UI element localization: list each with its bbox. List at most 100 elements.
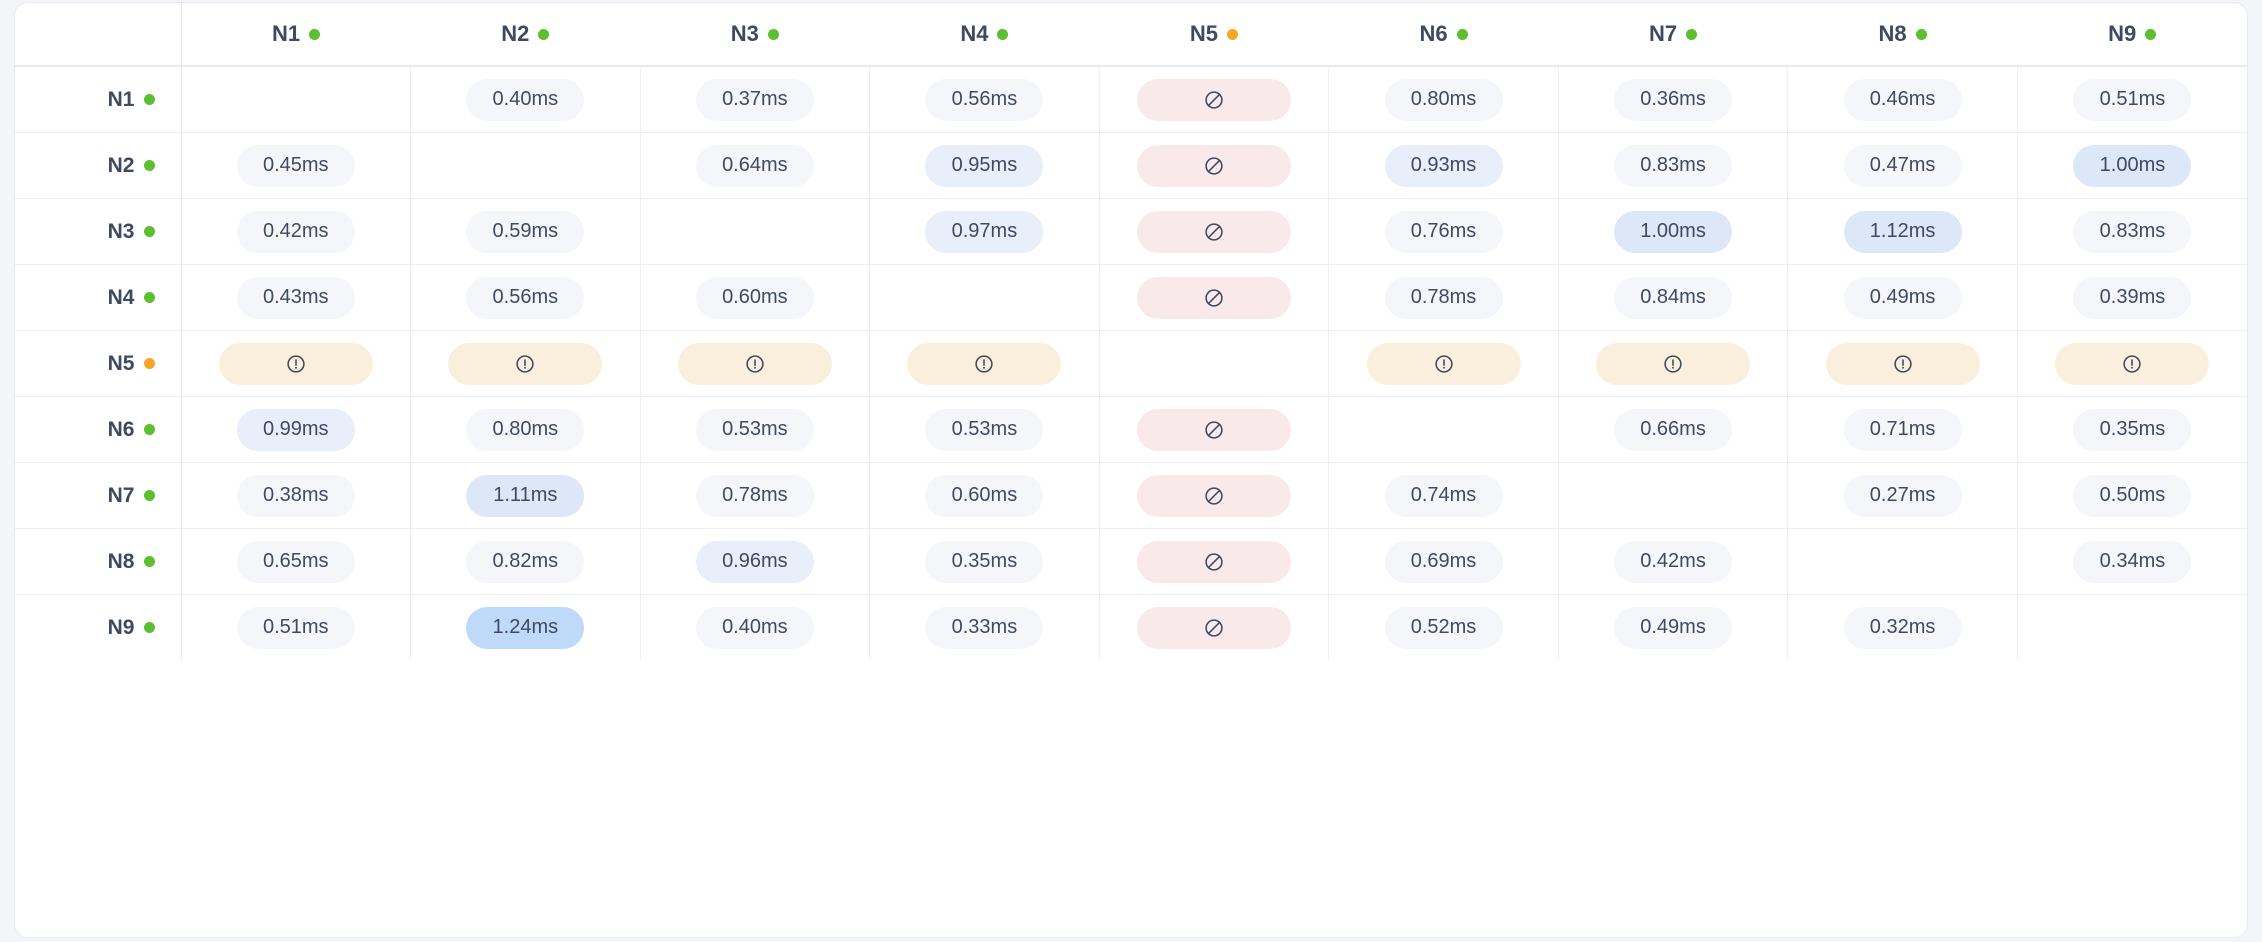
matrix-cell-n3-n9[interactable]: 0.83ms [2017, 198, 2247, 265]
matrix-cell-n9-n1[interactable]: 0.51ms [181, 594, 412, 660]
column-header-n8[interactable]: N8 [1787, 3, 2018, 67]
column-header-n9[interactable]: N9 [2017, 3, 2247, 67]
matrix-cell-n7-n4[interactable]: 0.60ms [869, 462, 1100, 529]
matrix-cell-n2-n5[interactable] [1099, 132, 1330, 199]
matrix-cell-n3-n7[interactable]: 1.00ms [1558, 198, 1789, 265]
matrix-cell-n8-n7[interactable]: 0.42ms [1558, 528, 1789, 595]
row-header-n4[interactable]: N4 [15, 264, 182, 331]
matrix-row: N1 0.40ms 0.37ms 0.56ms 0.80ms 0.36ms 0.46ms 0.… [15, 66, 2247, 133]
matrix-cell-n8-n3[interactable]: 0.96ms [640, 528, 871, 595]
matrix-cell-n7-n2[interactable]: 1.11ms [410, 462, 641, 529]
matrix-row: N2 0.45ms 0.64ms 0.95ms 0.93ms 0.83ms 0.47ms 1.… [15, 132, 2247, 199]
matrix-cell-n7-n6[interactable]: 0.74ms [1328, 462, 1559, 529]
matrix-cell-n9-n2[interactable]: 1.24ms [410, 594, 641, 660]
matrix-cell-n4-n6[interactable]: 0.78ms [1328, 264, 1559, 331]
matrix-cell-n8-n6[interactable]: 0.69ms [1328, 528, 1559, 595]
matrix-cell-n6-n4[interactable]: 0.53ms [869, 396, 1100, 463]
matrix-cell-n3-n5[interactable] [1099, 198, 1330, 265]
alert-circle-icon [514, 353, 536, 375]
matrix-cell-n7-n3[interactable]: 0.78ms [640, 462, 871, 529]
matrix-cell-n3-n1[interactable]: 0.42ms [181, 198, 412, 265]
blocked-status-pill [1136, 540, 1291, 583]
column-header-n7[interactable]: N7 [1558, 3, 1788, 67]
matrix-cell-n5-n1[interactable] [181, 330, 412, 397]
matrix-cell-n7-n1[interactable]: 0.38ms [181, 462, 412, 529]
matrix-cell-n1-n3[interactable]: 0.37ms [640, 66, 871, 133]
column-header-n5[interactable]: N5 [1099, 3, 1329, 67]
matrix-cell-n7-n9[interactable]: 0.50ms [2017, 462, 2247, 529]
no-entry-icon [1203, 89, 1225, 111]
matrix-cell-n5-n8[interactable] [1787, 330, 2018, 397]
matrix-cell-n9-n6[interactable]: 0.52ms [1328, 594, 1559, 660]
row-header-n3[interactable]: N3 [15, 198, 182, 265]
matrix-cell-n1-n2[interactable]: 0.40ms [410, 66, 641, 133]
row-header-label-text: N3 [107, 219, 135, 243]
column-header-n6[interactable]: N6 [1328, 3, 1559, 67]
matrix-cell-n3-n6[interactable]: 0.76ms [1328, 198, 1559, 265]
matrix-cell-n2-n6[interactable]: 0.93ms [1328, 132, 1559, 199]
matrix-cell-n5-n7[interactable] [1558, 330, 1789, 397]
matrix-cell-n6-n2[interactable]: 0.80ms [410, 396, 641, 463]
matrix-cell-n1-n6[interactable]: 0.80ms [1328, 66, 1559, 133]
row-header-n6[interactable]: N6 [15, 396, 182, 463]
matrix-cell-n6-n3[interactable]: 0.53ms [640, 396, 871, 463]
matrix-cell-n9-n7[interactable]: 0.49ms [1558, 594, 1789, 660]
matrix-cell-n5-n2[interactable] [410, 330, 641, 397]
column-header-label-text: N3 [730, 21, 759, 46]
matrix-cell-n5-n4[interactable] [869, 330, 1100, 397]
row-header-n2[interactable]: N2 [15, 132, 182, 199]
matrix-cell-n9-n5[interactable] [1099, 594, 1330, 660]
matrix-cell-n9-n3[interactable]: 0.40ms [640, 594, 871, 660]
matrix-cell-n1-n4[interactable]: 0.56ms [869, 66, 1100, 133]
matrix-cell-n4-n8[interactable]: 0.49ms [1787, 264, 2018, 331]
column-header-n2[interactable]: N2 [410, 3, 641, 67]
matrix-cell-n6-n5[interactable] [1099, 396, 1330, 463]
matrix-cell-n2-n8[interactable]: 0.47ms [1787, 132, 2018, 199]
matrix-cell-n8-n5[interactable] [1099, 528, 1330, 595]
status-dot-green [143, 291, 155, 303]
row-header-n9[interactable]: N9 [15, 594, 182, 660]
matrix-cell-n2-n1[interactable]: 0.45ms [181, 132, 412, 199]
matrix-cell-n4-n7[interactable]: 0.84ms [1558, 264, 1789, 331]
matrix-cell-n8-n1[interactable]: 0.65ms [181, 528, 412, 595]
matrix-cell-n3-n8[interactable]: 1.12ms [1787, 198, 2018, 265]
matrix-cell-n1-n9[interactable]: 0.51ms [2017, 66, 2247, 133]
column-header-n4[interactable]: N4 [869, 3, 1100, 67]
matrix-cell-n2-n9[interactable]: 1.00ms [2017, 132, 2247, 199]
matrix-cell-n4-n9[interactable]: 0.39ms [2017, 264, 2247, 331]
column-header-n1[interactable]: N1 [181, 3, 411, 67]
matrix-cell-n4-n5[interactable] [1099, 264, 1330, 331]
matrix-cell-n6-n1[interactable]: 0.99ms [181, 396, 412, 463]
matrix-cell-n9-n4[interactable]: 0.33ms [869, 594, 1100, 660]
matrix-cell-n8-n2[interactable]: 0.82ms [410, 528, 641, 595]
matrix-cell-n6-n8[interactable]: 0.71ms [1787, 396, 2018, 463]
matrix-cell-n2-n7[interactable]: 0.83ms [1558, 132, 1789, 199]
matrix-cell-n3-n4[interactable]: 0.97ms [869, 198, 1100, 265]
matrix-cell-n8-n9[interactable]: 0.34ms [2017, 528, 2247, 595]
row-header-n7[interactable]: N7 [15, 462, 182, 529]
matrix-cell-n4-n2[interactable]: 0.56ms [410, 264, 641, 331]
matrix-cell-n1-n8[interactable]: 0.46ms [1787, 66, 2018, 133]
matrix-cell-n4-n3[interactable]: 0.60ms [640, 264, 871, 331]
matrix-cell-n3-n2[interactable]: 0.59ms [410, 198, 641, 265]
row-header-n8[interactable]: N8 [15, 528, 182, 595]
matrix-cell-n5-n3[interactable] [640, 330, 871, 397]
matrix-cell-n4-n1[interactable]: 0.43ms [181, 264, 412, 331]
matrix-cell-n7-n8[interactable]: 0.27ms [1787, 462, 2018, 529]
column-header-n3[interactable]: N3 [640, 3, 870, 67]
matrix-cell-n1-n5[interactable] [1099, 66, 1330, 133]
alert-circle-icon [1662, 353, 1684, 375]
matrix-cell-n1-n7[interactable]: 0.36ms [1558, 66, 1789, 133]
matrix-cell-n5-n9[interactable] [2017, 330, 2247, 397]
row-header-n1[interactable]: N1 [15, 66, 182, 133]
matrix-cell-n8-n4[interactable]: 0.35ms [869, 528, 1100, 595]
matrix-cell-n2-n4[interactable]: 0.95ms [869, 132, 1100, 199]
matrix-cell-n9-n8[interactable]: 0.32ms [1787, 594, 2018, 660]
matrix-cell-n5-n6[interactable] [1328, 330, 1559, 397]
matrix-cell-n6-n7[interactable]: 0.66ms [1558, 396, 1789, 463]
matrix-cell-n2-n3[interactable]: 0.64ms [640, 132, 871, 199]
matrix-cell-n6-n9[interactable]: 0.35ms [2017, 396, 2247, 463]
row-header-n5[interactable]: N5 [15, 330, 182, 397]
matrix-cell-n7-n5[interactable] [1099, 462, 1330, 529]
no-entry-icon [1203, 155, 1225, 177]
